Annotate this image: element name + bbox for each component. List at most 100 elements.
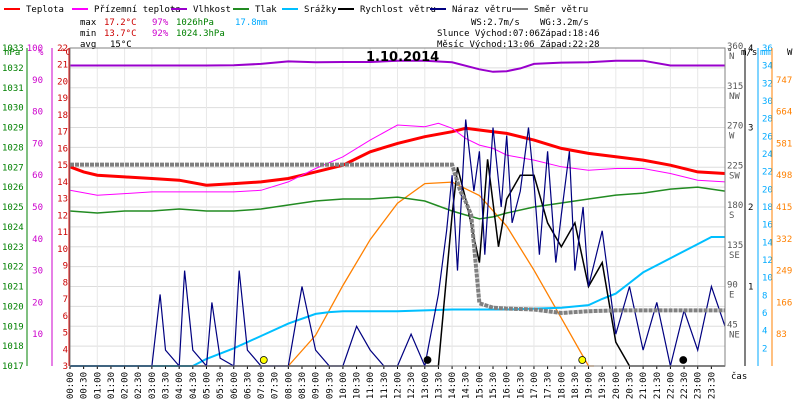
tick-w-7: 664 bbox=[776, 108, 792, 118]
x-tick-32: 16:00 bbox=[503, 372, 513, 399]
x-tick-1: 00:30 bbox=[80, 372, 90, 399]
tick-w-4: 415 bbox=[776, 203, 792, 213]
tick-celsius-15: 18 bbox=[57, 111, 68, 121]
tick-ms-2: 3 bbox=[748, 124, 753, 134]
x-tick-12: 06:00 bbox=[230, 372, 240, 399]
x-axis-label: čas bbox=[731, 371, 747, 382]
tick-celsius-10: 13 bbox=[57, 195, 68, 205]
stats-max-label: max bbox=[80, 18, 97, 28]
tick-hpa-16: 1033 bbox=[2, 44, 24, 54]
axis-unit-celsius: °C bbox=[60, 48, 71, 58]
x-tick-44: 22:00 bbox=[666, 372, 676, 399]
tick-celsius-2: 5 bbox=[63, 329, 68, 339]
x-tick-31: 15:30 bbox=[489, 372, 499, 399]
tick-percent-9: 100 bbox=[27, 44, 43, 54]
x-tick-18: 09:00 bbox=[312, 372, 322, 399]
tick-mm-10: 22 bbox=[762, 168, 773, 178]
tick-hpa-12: 1029 bbox=[2, 124, 24, 134]
x-tick-45: 22:30 bbox=[680, 372, 690, 399]
series-2 bbox=[70, 59, 725, 73]
x-tick-8: 04:00 bbox=[175, 372, 185, 399]
tick-celsius-17: 20 bbox=[57, 77, 68, 87]
stats-min-hum: 92% bbox=[152, 29, 169, 39]
legend: Teplota Přízemní teplota Vlhkost Tlak Srážky… bbox=[4, 5, 588, 15]
x-tick-36: 18:00 bbox=[557, 372, 567, 399]
x-tick-23: 11:30 bbox=[380, 372, 390, 399]
x-tick-17: 08:30 bbox=[298, 372, 308, 399]
legend-label-3: Tlak bbox=[255, 5, 277, 15]
legend-label-4: Srážky bbox=[304, 5, 337, 15]
marker-layer bbox=[259, 356, 688, 364]
x-tick-29: 14:30 bbox=[462, 372, 472, 399]
tick-mm-13: 28 bbox=[762, 115, 773, 125]
tick-w-3: 332 bbox=[776, 235, 792, 245]
x-tick-14: 07:00 bbox=[257, 372, 267, 399]
tick-w-5: 498 bbox=[776, 171, 792, 181]
series-8 bbox=[70, 162, 725, 316]
tick-percent-7: 80 bbox=[32, 108, 43, 118]
stats-moon: Měsíc Východ:13:06 bbox=[437, 40, 535, 50]
tick-hpa-0: 1017 bbox=[2, 362, 24, 372]
tick-ms-0: 1 bbox=[748, 283, 753, 293]
tick-hpa-3: 1020 bbox=[2, 302, 24, 312]
tick-celsius-7: 10 bbox=[57, 245, 68, 255]
tick-direction-6: 90 bbox=[727, 281, 738, 291]
tick-celsius-16: 19 bbox=[57, 94, 68, 104]
series-4 bbox=[70, 236, 725, 367]
x-tick-40: 20:00 bbox=[612, 372, 622, 399]
tick-celsius-5: 8 bbox=[63, 278, 68, 288]
tick-mm-11: 24 bbox=[762, 150, 773, 160]
x-tick-21: 10:30 bbox=[353, 372, 363, 399]
x-tick-43: 21:30 bbox=[653, 372, 663, 399]
tick-w-8: 747 bbox=[776, 76, 792, 86]
legend-label-6: Náraz větru bbox=[452, 5, 512, 15]
tick-celsius-12: 15 bbox=[57, 161, 68, 171]
tick-mm-9: 20 bbox=[762, 185, 773, 195]
x-tick-46: 23:00 bbox=[694, 372, 704, 399]
right-axes: °360N315NW270W225SW180S135SE90E45NEm/s12… bbox=[727, 42, 793, 366]
x-tick-39: 19:30 bbox=[598, 372, 608, 399]
x-tick-7: 03:30 bbox=[162, 372, 172, 399]
series-1 bbox=[69, 122, 726, 196]
axis-unit-percent: % bbox=[38, 48, 44, 58]
tick-direction-label-6: E bbox=[729, 291, 734, 301]
x-tick-30: 15:00 bbox=[475, 372, 485, 399]
tick-hpa-7: 1024 bbox=[2, 223, 24, 233]
axis-unit-ms: m/s bbox=[741, 48, 757, 58]
axis-unit-direction: ° bbox=[727, 48, 732, 58]
tick-mm-6: 14 bbox=[762, 238, 773, 248]
x-tick-26: 13:00 bbox=[421, 372, 431, 399]
x-tick-13: 06:30 bbox=[243, 372, 253, 399]
x-tick-42: 21:00 bbox=[639, 372, 649, 399]
stats-max-press: 1026hPa bbox=[176, 18, 214, 28]
x-axis: 00:00 00:30 01:00 01:30 02:00 02:30 03:00 03:30… bbox=[66, 366, 717, 399]
tick-mm-15: 32 bbox=[762, 79, 773, 89]
stats-sun: Slunce Východ:07:06 bbox=[437, 29, 540, 39]
axis-unit-w: W bbox=[787, 48, 793, 58]
legend-label-0: Teplota bbox=[26, 5, 64, 15]
tick-mm-5: 12 bbox=[762, 256, 773, 266]
tick-celsius-19: 22 bbox=[57, 44, 68, 54]
tick-direction-5: 135 bbox=[727, 241, 743, 251]
x-tick-16: 08:00 bbox=[284, 372, 294, 399]
x-tick-3: 01:30 bbox=[107, 372, 117, 399]
x-tick-34: 17:00 bbox=[530, 372, 540, 399]
moon-set-marker bbox=[679, 356, 688, 364]
x-tick-9: 04:30 bbox=[189, 372, 199, 399]
x-tick-6: 03:00 bbox=[148, 372, 158, 399]
stats-max-hum: 97% bbox=[152, 18, 169, 28]
tick-celsius-8: 11 bbox=[57, 228, 68, 238]
tick-direction-label-0: N bbox=[729, 52, 734, 62]
tick-celsius-11: 14 bbox=[57, 178, 68, 188]
tick-mm-17: 36 bbox=[762, 44, 773, 54]
x-tick-2: 01:00 bbox=[93, 372, 103, 399]
x-tick-4: 02:00 bbox=[121, 372, 131, 399]
tick-celsius-13: 16 bbox=[57, 144, 68, 154]
sun-rise-marker bbox=[259, 356, 268, 364]
tick-hpa-15: 1032 bbox=[2, 64, 24, 74]
axis-unit-hpa: hPa bbox=[4, 48, 20, 58]
tick-hpa-14: 1031 bbox=[2, 84, 24, 94]
x-tick-24: 12:00 bbox=[394, 372, 404, 399]
tick-direction-label-2: W bbox=[729, 132, 735, 142]
series-3 bbox=[69, 186, 726, 220]
